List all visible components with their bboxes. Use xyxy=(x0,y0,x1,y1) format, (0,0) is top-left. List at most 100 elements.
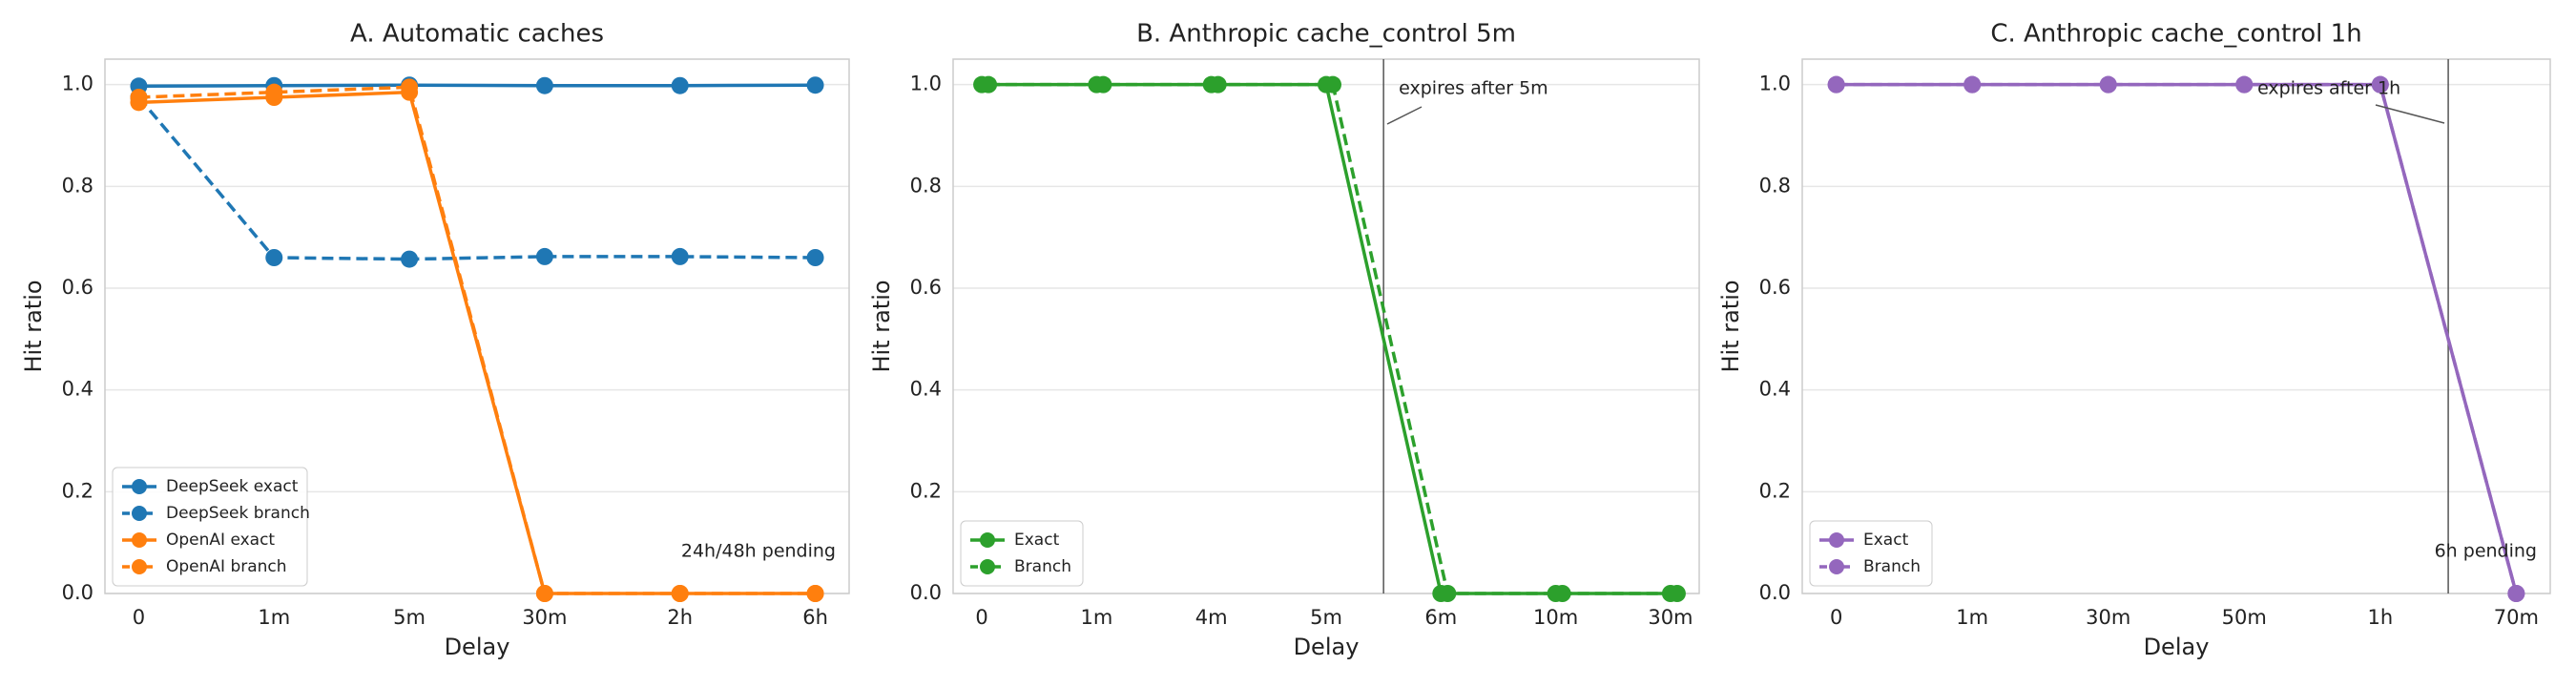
x-tick-label: 1m xyxy=(258,606,290,629)
panel: 0.0 0.2 0.4 0.6 0.8 1.0 0 1m 5m 30m 2h 6h A. Automat… xyxy=(20,20,850,660)
y-tick-label: 0.4 xyxy=(62,378,93,401)
point xyxy=(806,76,824,94)
point xyxy=(265,249,283,266)
y-tick-label: 0.6 xyxy=(910,276,942,299)
point xyxy=(671,585,689,602)
point xyxy=(980,75,998,94)
y-tick-label: 1.0 xyxy=(62,73,93,95)
axes-frame xyxy=(952,58,1700,594)
x-tick-label: 2h xyxy=(667,606,693,629)
legend-label: OpenAI branch xyxy=(166,557,287,576)
y-tick-label: 0.8 xyxy=(1759,174,1791,197)
legend-label: DeepSeek exact xyxy=(166,477,299,496)
x-tick-label: 1h xyxy=(2367,606,2393,629)
annotation: expires after 5m xyxy=(1399,78,1548,99)
y-axis-label: Hit ratio xyxy=(868,280,895,372)
legend: Exact Branch xyxy=(960,520,1084,587)
y-tick-label: 0.0 xyxy=(910,581,942,604)
legend-label: Exact xyxy=(1863,531,1909,550)
x-tick-label: 1m xyxy=(1956,606,1988,629)
legend-marker xyxy=(980,559,995,574)
point xyxy=(1324,75,1341,94)
annotation-arrow xyxy=(2375,104,2445,124)
y-tick-label: 0.8 xyxy=(62,174,93,197)
point xyxy=(2507,585,2525,602)
chart-title: C. Anthropic cache_control 1h xyxy=(1990,20,2361,49)
series-line xyxy=(1836,82,2519,594)
legend-label: OpenAI exact xyxy=(166,531,275,550)
annotation-arrow xyxy=(1386,106,1423,125)
x-axis-label: Delay xyxy=(1294,634,1360,660)
point xyxy=(1209,75,1227,94)
point xyxy=(671,247,689,265)
y-tick-label: 0.6 xyxy=(62,276,93,299)
x-tick-label: 5m xyxy=(393,606,426,629)
x-tick-label: 0 xyxy=(975,606,987,629)
point xyxy=(535,247,553,265)
y-tick-label: 0.6 xyxy=(1759,276,1791,299)
y-tick-label: 0.4 xyxy=(1759,378,1791,401)
legend-marker xyxy=(980,532,995,548)
y-tick-label: 0.2 xyxy=(910,479,942,502)
point xyxy=(401,78,419,96)
x-tick-label: 30m xyxy=(2086,606,2130,629)
point xyxy=(2371,75,2389,94)
annotation: expires after 1h xyxy=(2257,78,2400,99)
axes-frame xyxy=(1801,58,2551,594)
axes-frame xyxy=(104,58,850,594)
legend-label: Exact xyxy=(1014,531,1060,550)
annotation: 6h pending xyxy=(2435,541,2537,562)
point xyxy=(265,83,283,101)
point xyxy=(535,76,553,94)
x-tick-label: 70m xyxy=(2494,606,2539,629)
plot-area xyxy=(1802,59,2550,593)
x-tick-label: 30m xyxy=(1648,606,1693,629)
y-tick-label: 0.4 xyxy=(910,378,942,401)
x-tick-label: 6m xyxy=(1424,606,1457,629)
chart-title: A. Automatic caches xyxy=(350,20,604,49)
point xyxy=(671,76,689,94)
legend: DeepSeek exact DeepSeek branch OpenAI exac… xyxy=(112,467,310,587)
plot-area xyxy=(953,59,1699,593)
point xyxy=(1668,585,1686,602)
series-line xyxy=(137,95,816,261)
y-tick-label: 0.2 xyxy=(1759,479,1791,502)
legend: Exact Branch xyxy=(1809,520,1933,587)
point xyxy=(130,89,148,106)
legend-marker xyxy=(1829,559,1844,574)
y-tick-label: 1.0 xyxy=(910,73,942,95)
series-line xyxy=(138,85,816,595)
legend-label: Branch xyxy=(1863,557,1921,576)
x-axis-label: Delay xyxy=(2144,634,2210,660)
legend-marker xyxy=(132,532,147,548)
panel: 0.0 0.2 0.4 0.6 0.8 1.0 0 1m 30m 50m 1h 70m C. Anthr… xyxy=(1717,20,2551,660)
point xyxy=(401,250,419,268)
legend-label: Branch xyxy=(1014,557,1071,576)
x-tick-label: 5m xyxy=(1310,606,1342,629)
series-line xyxy=(138,83,816,89)
point xyxy=(535,585,553,602)
y-tick-label: 1.0 xyxy=(1759,73,1791,95)
x-tick-label: 6h xyxy=(802,606,828,629)
point xyxy=(1439,585,1457,602)
chart-title: B. Anthropic cache_control 5m xyxy=(1136,20,1516,49)
point xyxy=(2235,75,2254,94)
x-tick-label: 4m xyxy=(1195,606,1228,629)
y-tick-label: 0.8 xyxy=(910,174,942,197)
x-tick-label: 1m xyxy=(1080,606,1112,629)
y-tick-label: 0.2 xyxy=(62,479,93,502)
y-axis-label: Hit ratio xyxy=(1717,280,1744,372)
y-tick-label: 0.0 xyxy=(62,581,93,604)
panel: 0.0 0.2 0.4 0.6 0.8 1.0 0 1m 4m 5m 6m 10m 30m B. Anth… xyxy=(868,20,1700,660)
point xyxy=(1094,75,1112,94)
annotation: 24h/48h pending xyxy=(681,541,836,562)
x-tick-label: 50m xyxy=(2222,606,2267,629)
y-axis-label: Hit ratio xyxy=(20,280,47,372)
point xyxy=(1827,75,1845,94)
legend-marker xyxy=(132,559,147,574)
legend-marker xyxy=(132,479,147,494)
x-tick-label: 0 xyxy=(1830,606,1842,629)
legend-label: DeepSeek branch xyxy=(166,504,310,523)
